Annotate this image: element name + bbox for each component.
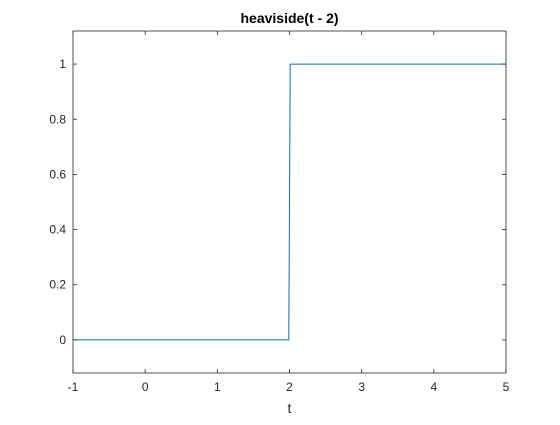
x-tick-label: 3 [358,380,365,394]
y-tick-label: 0 [59,333,66,347]
y-tick-label: 1 [59,57,66,71]
series-line [73,63,506,341]
chart-title: heaviside(t - 2) [240,10,338,26]
y-tick-label: 0.6 [49,167,66,181]
x-ticks: -1 0 1 2 3 4 5 [68,31,510,394]
x-tick-label: 5 [503,380,510,394]
y-tick-label: 0.4 [49,223,66,237]
y-tick-label: 0.2 [49,278,66,292]
x-tick-label: 2 [286,380,293,394]
x-tick-label: 1 [214,380,221,394]
x-tick-label: 4 [430,380,437,394]
x-tick-label: 0 [142,380,149,394]
x-axis-label: t [288,400,292,416]
x-tick-label: -1 [68,380,79,394]
y-tick-label: 0.8 [49,112,66,126]
y-ticks: 0 0.2 0.4 0.6 0.8 1 [49,57,506,347]
series-layer [73,63,506,341]
